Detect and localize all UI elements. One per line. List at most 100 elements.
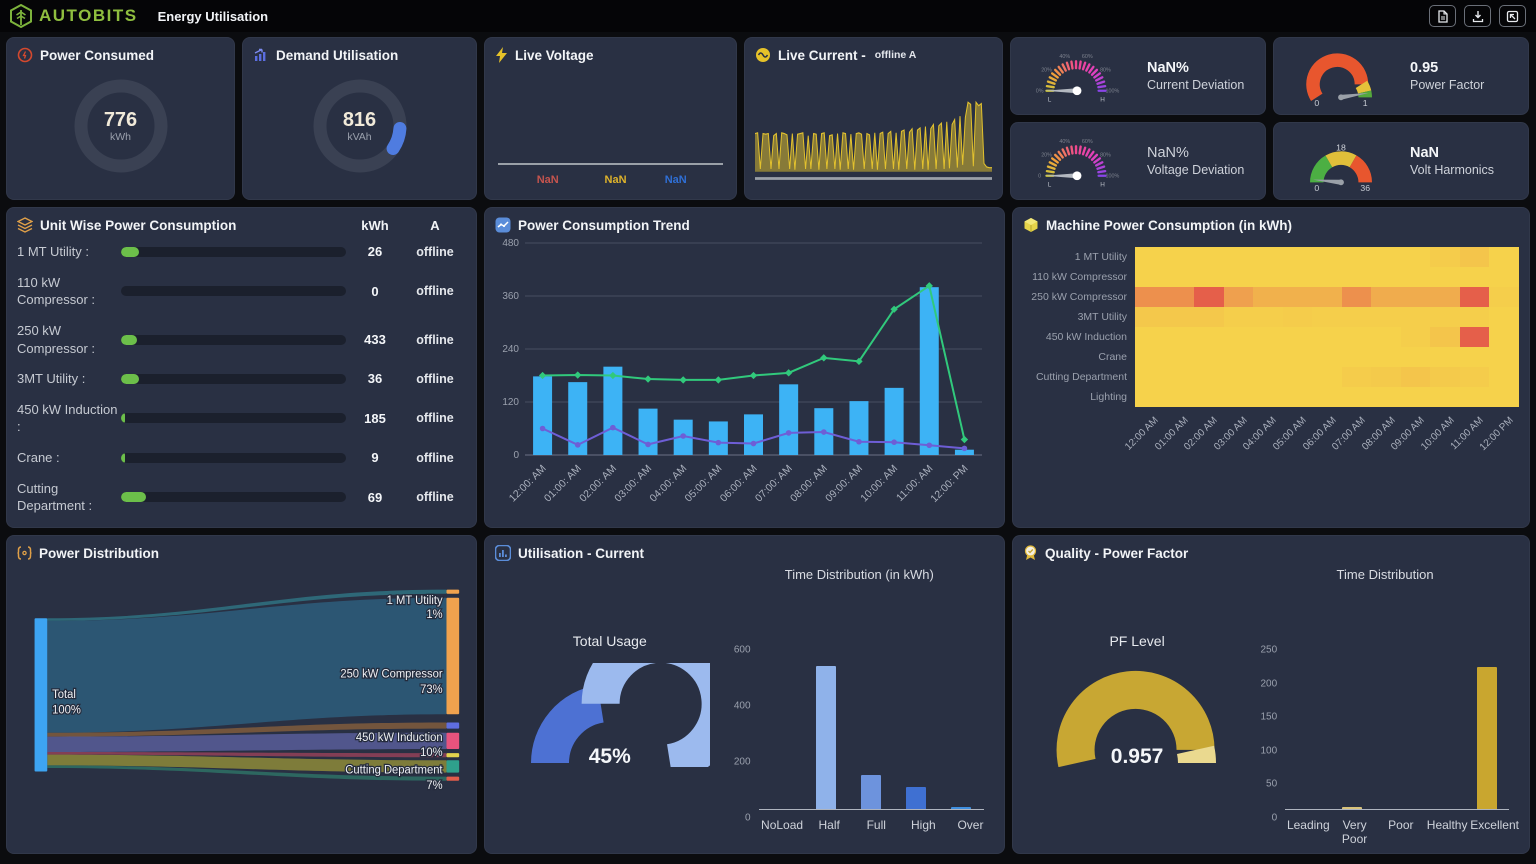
svg-text:450 kW Induction: 450 kW Induction [356, 732, 443, 744]
heatmap-cell [1253, 367, 1283, 387]
heatmap-cell [1371, 307, 1401, 327]
heatmap-cell [1312, 347, 1342, 367]
heatmap-cell [1341, 347, 1372, 367]
medal-icon [1024, 545, 1037, 560]
card-unit-wise: Unit Wise Power Consumption kWh A 1 MT U… [6, 207, 477, 528]
download-button[interactable] [1464, 5, 1491, 27]
total-usage-label: Total Usage [572, 632, 647, 649]
heatmap-cell [1282, 287, 1313, 307]
line-chart-badge-icon [495, 217, 511, 233]
svg-text:240: 240 [502, 344, 519, 355]
bar [1476, 666, 1497, 809]
svg-text:40%: 40% [1059, 139, 1070, 145]
svg-text:20%: 20% [1041, 67, 1052, 73]
volt-harmonics-gauge: 0 36 18 [1310, 142, 1372, 192]
heatmap-cell [1164, 247, 1195, 267]
unit-progress-bar [121, 334, 346, 345]
card-title-text: Utilisation - Current [518, 545, 645, 561]
voltage-phase-b-value: NaN [664, 174, 687, 186]
heatmap-cell [1371, 327, 1401, 347]
heatmap-cell [1135, 347, 1165, 367]
heatmap-cell [1341, 387, 1372, 407]
heatmap-cell [1253, 267, 1283, 287]
page-title: Energy Utilisation [157, 8, 269, 24]
card-title-text: Power Consumption Trend [518, 217, 690, 233]
download-icon [1472, 10, 1483, 22]
heatmap-cell [1430, 307, 1460, 327]
heatmap-cell [1489, 247, 1519, 267]
svg-text:60%: 60% [1082, 54, 1093, 60]
live-current-chart [754, 100, 992, 180]
unit-progress-bar [121, 413, 346, 424]
bar [951, 807, 972, 809]
svg-text:03:00: AM: 03:00: AM [612, 463, 654, 505]
card-utilisation-current: Utilisation - Current Total Usage 45% Ti… [484, 535, 1005, 854]
heatmap-cell [1371, 347, 1401, 367]
svg-text:0: 0 [1038, 174, 1041, 180]
heatmap-cell [1400, 387, 1431, 407]
machine-heatmap-chart: 1 MT Utility 110 kW Compressor 250 kW Comp… [1023, 247, 1519, 467]
svg-text:10%: 10% [420, 747, 442, 759]
svg-text:Cutting Department: Cutting Department [345, 764, 443, 776]
heatmap-cell [1341, 267, 1372, 287]
wave-circle-icon [756, 48, 770, 62]
app-header: AUTOBITS Energy Utilisation [0, 0, 1536, 32]
power-consumed-gauge: 776 kWh [66, 71, 176, 181]
export-button[interactable] [1499, 5, 1526, 27]
svg-text:09:00: AM: 09:00: AM [823, 463, 865, 505]
heatmap-cell [1430, 347, 1460, 367]
heatmap-cell [1194, 307, 1224, 327]
flow-icon [17, 546, 32, 560]
export-pdf-button[interactable] [1429, 5, 1456, 27]
power-consumed-value: 776 [103, 108, 138, 131]
card-title-text: Quality - Power Factor [1045, 545, 1189, 561]
demand-utilisation-value: 816 [342, 108, 377, 131]
svg-text:H: H [1100, 182, 1105, 189]
svg-text:360: 360 [502, 291, 519, 302]
svg-text:73%: 73% [420, 684, 442, 696]
heatmap-cell [1400, 287, 1431, 307]
demand-utilisation-unit: kVAh [347, 130, 372, 143]
heatmap-cell [1223, 287, 1254, 307]
unit-status: offline [416, 284, 454, 299]
heatmap-cell [1400, 327, 1431, 347]
heatmap-cell [1312, 247, 1342, 267]
card-title-text: Unit Wise Power Consumption [40, 217, 237, 233]
deviation-gauges: 0% 20% 40% 60% 80% 100% L H NaN% Current Deviat… [1010, 37, 1266, 200]
heatmap-cell [1223, 367, 1254, 387]
heatmap-cell [1194, 367, 1224, 387]
svg-text:60%: 60% [1082, 139, 1093, 145]
card-title-text: Power Distribution [39, 545, 160, 561]
heatmap-cell [1489, 287, 1519, 307]
autobits-logo-icon [10, 4, 32, 28]
voltage-phase-r-value: NaN [536, 174, 559, 186]
heatmap-cell [1459, 367, 1490, 387]
svg-text:10:00: AM: 10:00: AM [858, 463, 900, 505]
card-current-deviation: 0% 20% 40% 60% 80% 100% L H NaN% Current Deviat… [1010, 37, 1266, 115]
heatmap-cell [1312, 327, 1342, 347]
heatmap-cell [1341, 247, 1372, 267]
current-deviation-label: Current Deviation [1147, 78, 1245, 92]
svg-text:07:00: AM: 07:00: AM [753, 463, 795, 505]
heatmap-cell [1489, 267, 1519, 287]
voltage-phase-y-value: NaN [604, 174, 627, 186]
heatmap-cell [1489, 367, 1519, 387]
card-live-voltage: Live Voltage NaN NaN NaN [484, 37, 737, 200]
heatmap-cell [1400, 367, 1431, 387]
heatmap-cell [1459, 307, 1490, 327]
card-quality-power-factor: Quality - Power Factor PF Level 0.957 Ti… [1012, 535, 1530, 854]
unit-progress-bar [121, 452, 346, 463]
bar [861, 775, 882, 809]
heatmap-cell [1312, 307, 1342, 327]
heatmap-cell [1430, 387, 1460, 407]
heatmap-cell [1430, 247, 1460, 267]
trend-up-icon [254, 48, 266, 61]
heatmap-cell [1489, 327, 1519, 347]
unit-row: 3MT Utility :36 offline [17, 370, 466, 388]
heatmap-cell [1223, 387, 1254, 407]
svg-text:36: 36 [1360, 183, 1370, 192]
svg-text:250 kW Compressor: 250 kW Compressor [340, 668, 442, 680]
svg-text:0: 0 [513, 450, 519, 461]
power-factor-label: Power Factor [1410, 78, 1485, 92]
heatmap-cell [1164, 327, 1195, 347]
